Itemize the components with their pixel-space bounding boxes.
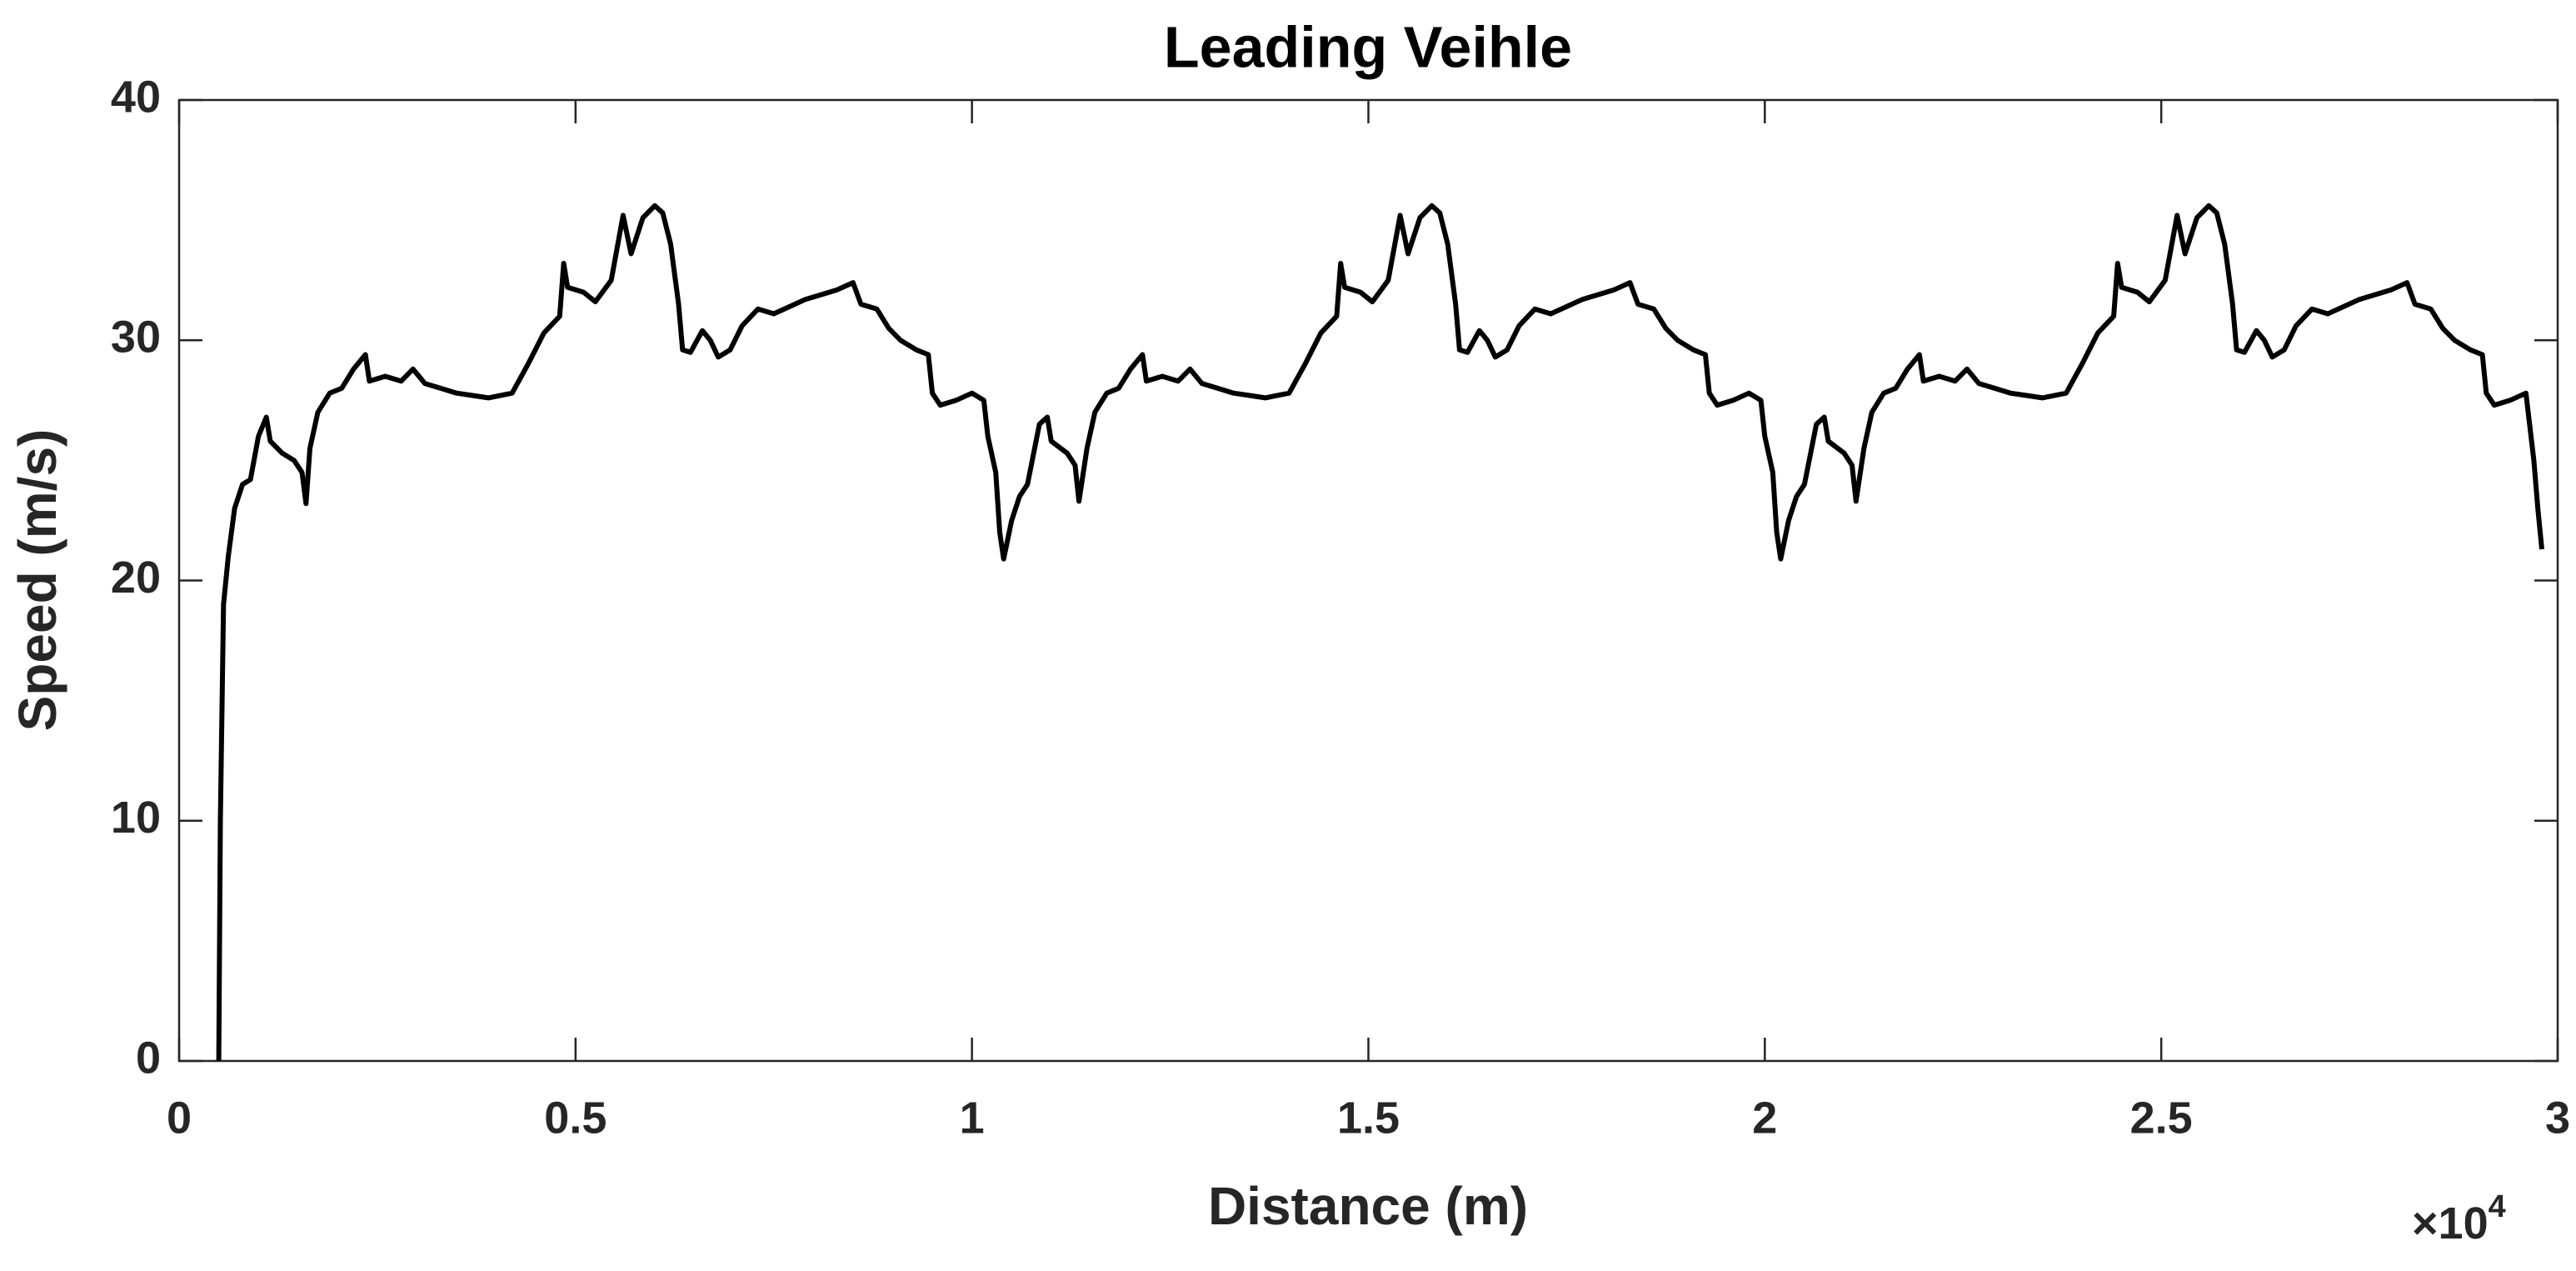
x-multiplier-base: ×10 xyxy=(2412,1198,2489,1248)
plot-box xyxy=(177,98,2559,1063)
y-tick-label: 40 xyxy=(111,72,161,122)
x-tick-label: 1.5 xyxy=(1337,1093,1400,1143)
x-tick-label: 0 xyxy=(167,1093,192,1143)
x-tick-label: 0.5 xyxy=(544,1093,607,1143)
y-tick-label: 20 xyxy=(111,553,161,603)
x-axis-label: Distance (m) xyxy=(1208,1176,1528,1236)
y-tick-label: 0 xyxy=(136,1033,161,1083)
x-multiplier-power: 4 xyxy=(2489,1189,2506,1224)
x-tick-label: 3 xyxy=(2545,1093,2570,1143)
x-tick-label: 2.5 xyxy=(2130,1093,2193,1143)
y-tick-label: 30 xyxy=(111,313,161,363)
x-tick-label: 1 xyxy=(960,1093,985,1143)
speed-line xyxy=(216,203,2544,1062)
y-axis-label: Speed (m/s) xyxy=(7,429,67,732)
y-tick-label: 10 xyxy=(111,793,161,843)
x-multiplier: ×104 xyxy=(2412,1189,2506,1248)
x-tick-label: 2 xyxy=(1752,1093,1777,1143)
chart-title: Leading Veihle xyxy=(1164,14,1572,79)
